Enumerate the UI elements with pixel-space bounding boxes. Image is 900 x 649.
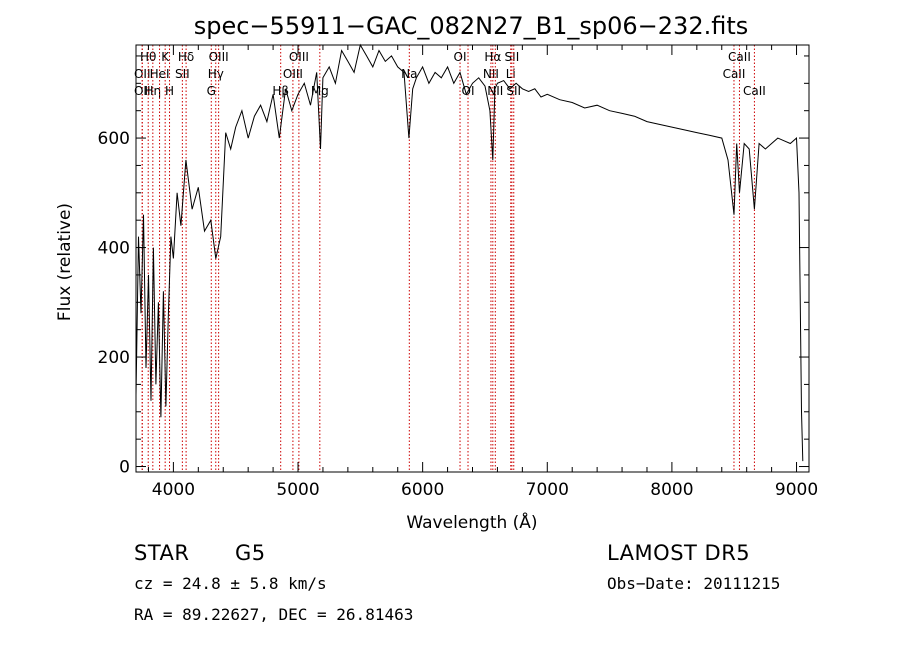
x-tick-label: 9000 xyxy=(775,480,818,500)
line-marker-label: G xyxy=(207,84,216,98)
x-axis-label: Wavelength (Å) xyxy=(406,511,537,533)
line-marker-label: CaII xyxy=(728,50,751,64)
x-tick-label: 4000 xyxy=(152,480,195,500)
line-marker-label: NII xyxy=(483,67,499,81)
line-marker-label: Mg xyxy=(311,84,329,98)
y-axis-label: Flux (relative) xyxy=(55,203,75,321)
x-tick-label: 8000 xyxy=(650,480,693,500)
line-marker-label: OII xyxy=(134,84,151,98)
y-tick-label: 0 xyxy=(119,458,130,478)
line-marker-label: SII xyxy=(506,84,521,98)
line-marker-label: CaII xyxy=(743,84,766,98)
observation-date: Obs−Date: 20111215 xyxy=(607,574,781,593)
line-marker-label: Hα xyxy=(484,50,501,64)
sky-coordinates: RA = 89.22627, DEC = 26.81463 xyxy=(134,605,414,624)
line-marker-label: SII xyxy=(505,50,520,64)
plot-frame xyxy=(135,44,810,473)
line-marker-label: OI xyxy=(454,50,467,64)
object-class: STAR xyxy=(134,541,190,565)
x-tick-label: 5000 xyxy=(276,480,319,500)
line-marker-label: Hγ xyxy=(208,67,224,81)
x-tick-label: 6000 xyxy=(401,480,444,500)
spectral-subclass: G5 xyxy=(235,541,266,565)
survey-name: LAMOST DR5 xyxy=(607,541,751,565)
y-axis-ticks: 0 200 400 600 xyxy=(98,55,809,478)
line-marker-label: H xyxy=(165,84,174,98)
line-marker-label: Na xyxy=(401,67,417,81)
y-tick-label: 600 xyxy=(98,129,130,149)
x-tick-label: 7000 xyxy=(526,480,569,500)
line-marker-label: Hθ xyxy=(140,50,156,64)
line-marker-label: Hη xyxy=(145,84,162,98)
emission-line-markers: OIIOIIHθHηHeIKHSIIHδGHγOIIIHβOIIIOIIIMgN… xyxy=(134,45,766,472)
line-marker-label: Hδ xyxy=(178,50,194,64)
redshift-value: cz = 24.8 ± 5.8 km/s xyxy=(134,574,327,593)
line-marker-label: OIII xyxy=(289,50,309,64)
x-axis-ticks: 4000 5000 6000 7000 8000 9000 xyxy=(147,45,818,500)
line-marker-label: SII xyxy=(175,67,190,81)
spectrum-line xyxy=(135,43,804,462)
chart-title: spec−55911−GAC_082N27_B1_sp06−232.fits xyxy=(194,12,749,40)
line-marker-label: OIII xyxy=(283,67,303,81)
line-marker-label: OIII xyxy=(209,50,229,64)
line-marker-label: K xyxy=(161,50,170,64)
line-marker-label: CaII xyxy=(723,67,746,81)
line-marker-label: Li xyxy=(506,67,516,81)
y-tick-label: 200 xyxy=(98,348,130,368)
line-marker-label: HeI xyxy=(150,67,170,81)
y-tick-label: 400 xyxy=(98,239,130,259)
